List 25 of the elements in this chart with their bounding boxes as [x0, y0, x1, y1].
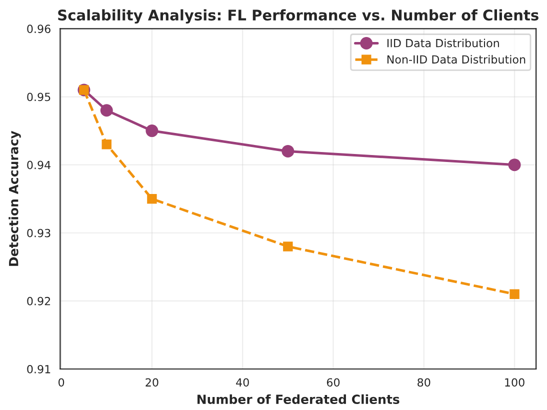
y-tick-label: 0.93 [27, 228, 50, 238]
y-tick-label: 0.94 [27, 160, 51, 170]
point [508, 158, 521, 172]
y-tick-label: 0.95 [27, 92, 50, 102]
legend-label: Non-IID Data Distribution [387, 55, 526, 64]
x-axis-title: Number of Federated Clients [197, 394, 400, 404]
x-tick-label: 80 [418, 378, 430, 387]
x-tick-label: 40 [236, 378, 249, 387]
legend-label: IID Data Distribution [387, 38, 499, 48]
point [100, 104, 113, 117]
y-tick-label: 0.96 [27, 24, 50, 34]
y-tick-label: 0.92 [27, 296, 50, 306]
x-tick-label: 60 [326, 378, 340, 387]
x-tick-label: 20 [146, 378, 158, 387]
y-axis-title: Detection Accuracy [8, 130, 21, 266]
point [146, 124, 158, 138]
point [282, 144, 294, 158]
point [510, 289, 520, 299]
y-tick-label: 0.91 [27, 364, 50, 374]
x-tick-label: 0 [58, 378, 64, 387]
point [102, 140, 112, 150]
chart-title: Scalability Analysis: FL Performance vs. Number of Clients [58, 9, 538, 24]
point [147, 194, 157, 204]
x-tick-label: 100 [505, 378, 524, 387]
point [283, 242, 293, 252]
